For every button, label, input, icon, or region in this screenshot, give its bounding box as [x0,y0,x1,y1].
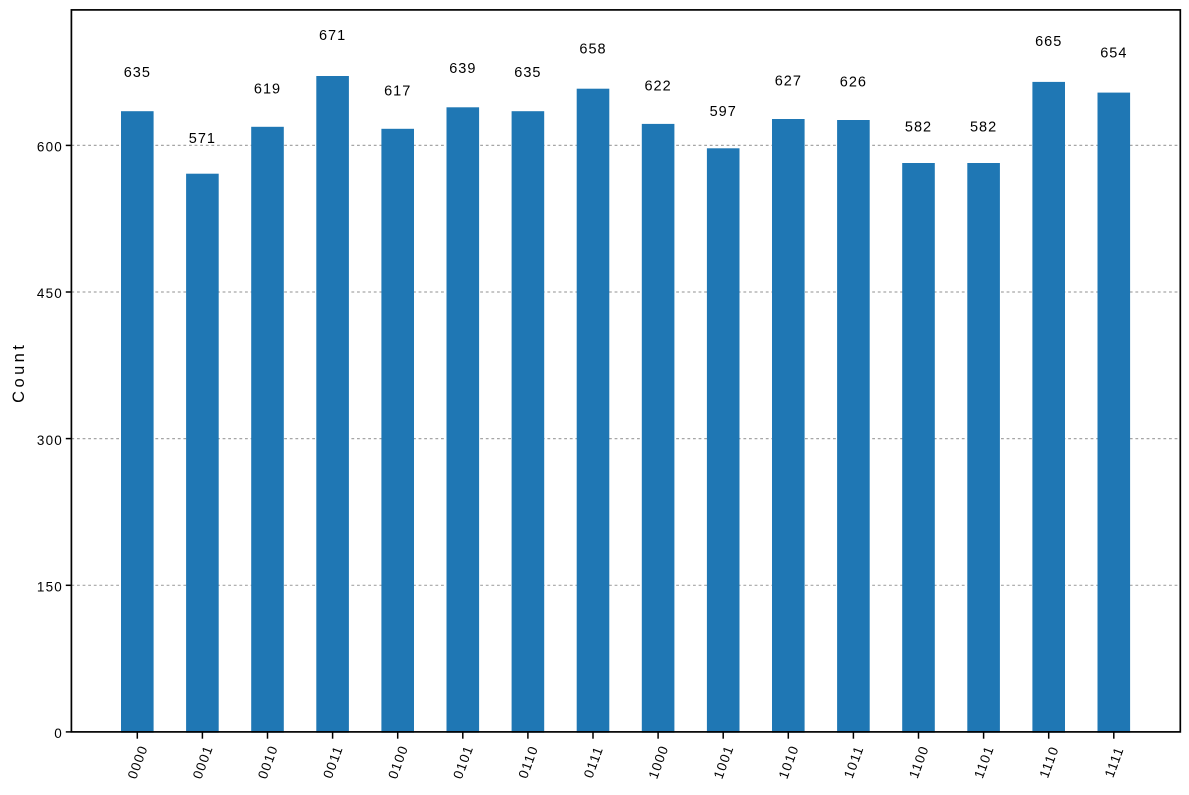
svg-text:639: 639 [449,61,476,77]
svg-text:582: 582 [970,120,997,136]
svg-text:150: 150 [37,580,63,595]
svg-text:0: 0 [54,726,63,741]
svg-text:600: 600 [37,140,63,155]
svg-text:665: 665 [1035,34,1062,50]
svg-text:571: 571 [189,131,216,147]
svg-text:654: 654 [1100,45,1127,61]
svg-text:658: 658 [579,41,606,57]
svg-text:626: 626 [840,74,867,90]
svg-text:582: 582 [905,120,932,136]
svg-text:450: 450 [37,286,63,301]
svg-text:619: 619 [254,82,281,98]
svg-text:635: 635 [124,65,151,81]
svg-text:622: 622 [644,78,671,94]
svg-text:671: 671 [319,28,346,44]
svg-text:617: 617 [384,84,411,100]
svg-text:627: 627 [775,73,802,89]
svg-text:635: 635 [514,65,541,81]
svg-text:300: 300 [37,433,63,448]
svg-text:Count: Count [10,342,28,403]
svg-text:597: 597 [710,104,737,120]
